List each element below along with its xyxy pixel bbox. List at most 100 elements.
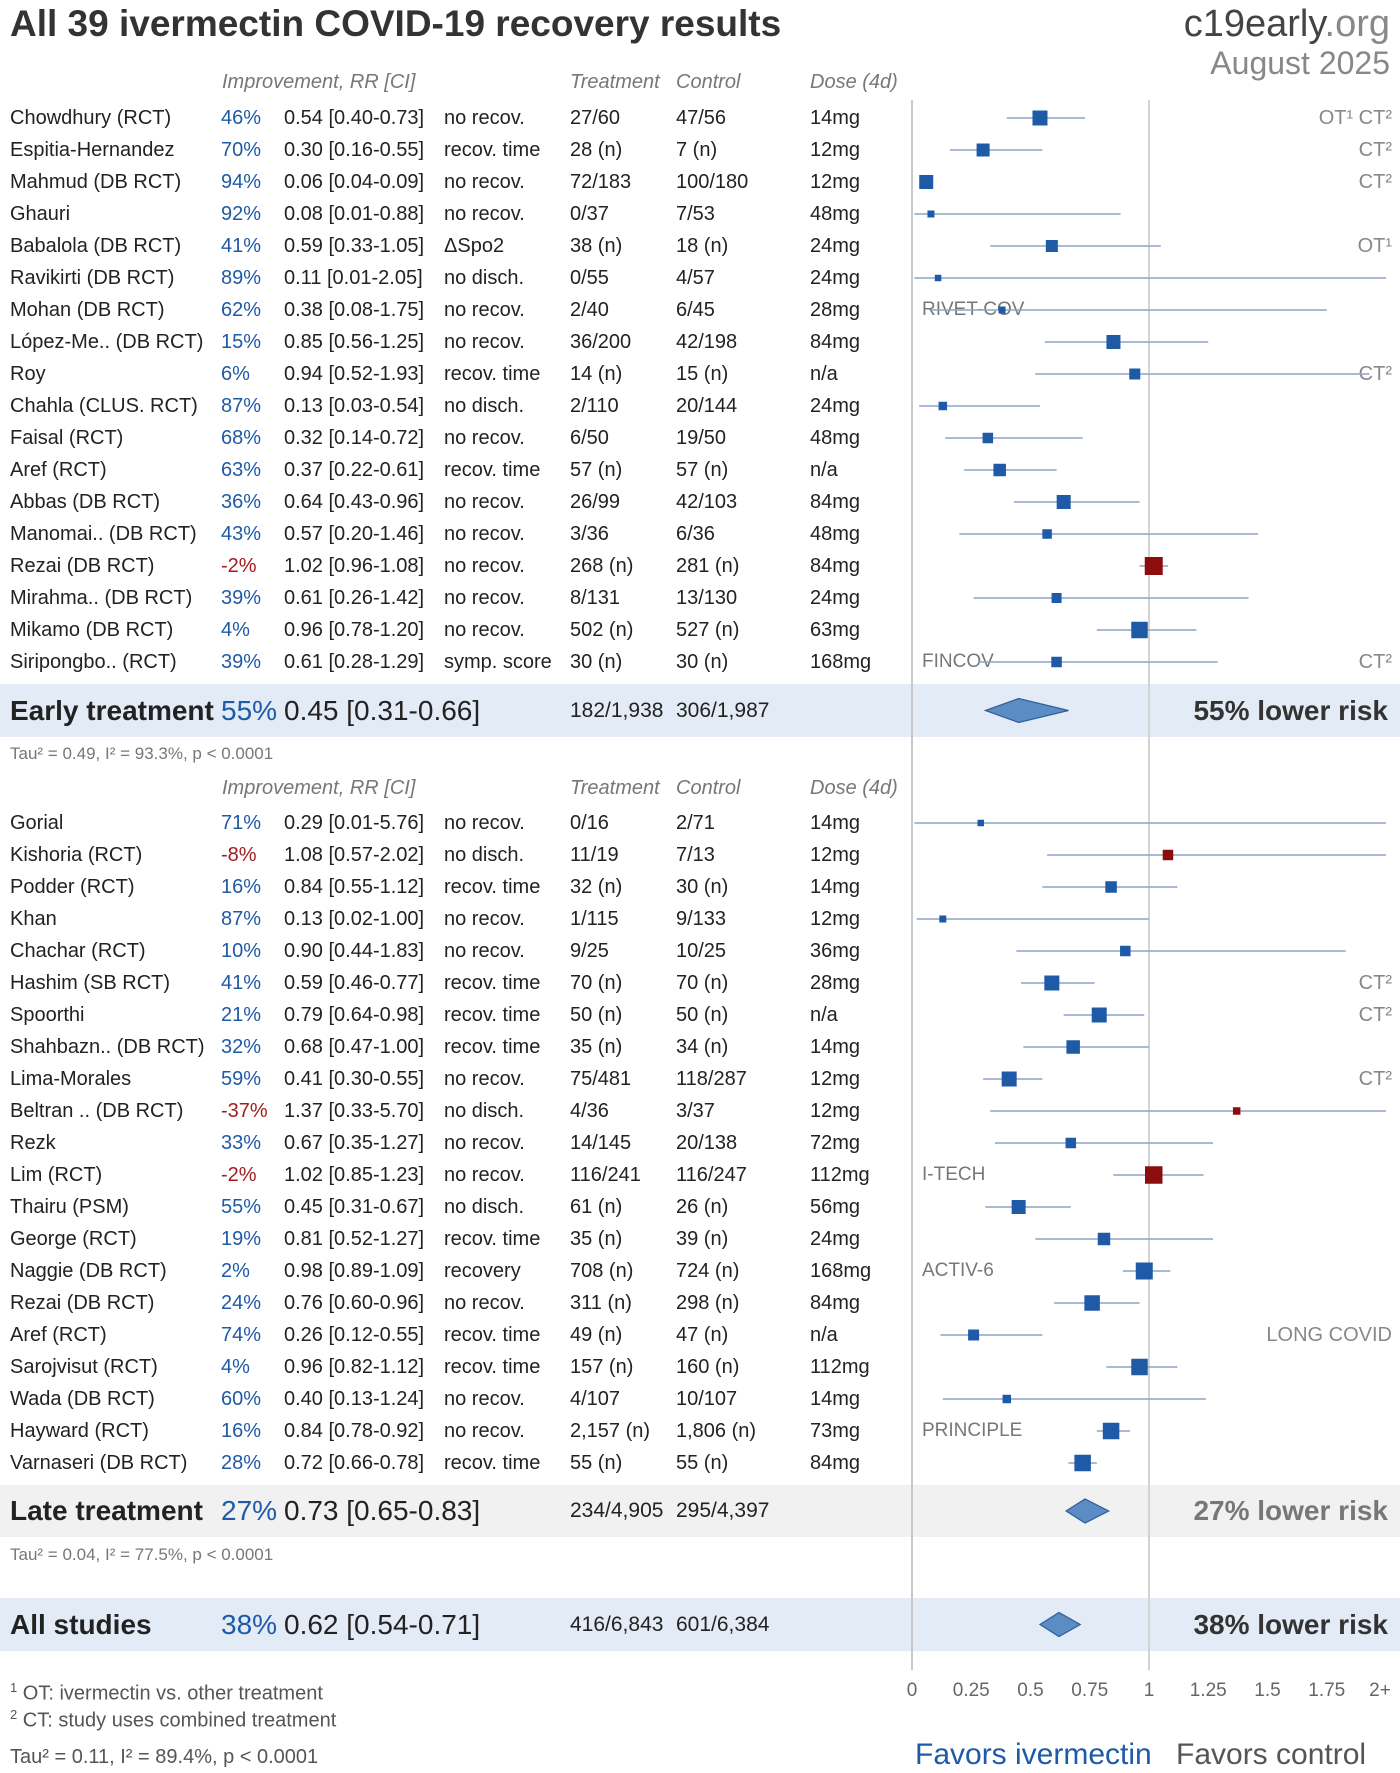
- effect-square: [968, 1329, 980, 1341]
- study-control-count: 6/36: [676, 523, 715, 545]
- study-control-count: 47/56: [676, 107, 727, 129]
- late-summary-treatment-count: 234/4,905: [570, 1499, 664, 1522]
- study-dose: 84mg: [810, 555, 861, 577]
- x-tick-label: 0: [906, 1680, 918, 1701]
- study-name: George (RCT): [10, 1228, 137, 1250]
- effect-square: [934, 274, 942, 282]
- study-measure: recov. time: [444, 1356, 541, 1378]
- study-control-count: 13/130: [676, 587, 738, 609]
- study-improvement: 92%: [221, 203, 262, 225]
- study-improvement: 16%: [221, 1420, 262, 1442]
- study-name: Chowdhury (RCT): [10, 107, 172, 129]
- effect-square: [998, 306, 1006, 314]
- late-summary-name: Late treatment: [10, 1495, 203, 1526]
- study-measure: no recov.: [444, 1292, 525, 1314]
- study-improvement: 63%: [221, 459, 262, 481]
- late-summary-control-count: 295/4,397: [676, 1499, 770, 1522]
- study-dose: 48mg: [810, 523, 861, 545]
- study-control-count: 39 (n): [676, 1228, 729, 1250]
- study-treatment-count: 0/55: [570, 267, 609, 289]
- study-rr-ci: 0.41 [0.30-0.55]: [284, 1068, 425, 1090]
- trial-label: FINCOV: [922, 651, 994, 672]
- study-improvement: 10%: [221, 940, 262, 962]
- study-improvement: -37%: [221, 1100, 268, 1122]
- study-measure: symp. score: [444, 651, 552, 673]
- study-rr-ci: 0.85 [0.56-1.25]: [284, 331, 425, 353]
- study-control-count: 55 (n): [676, 1452, 729, 1474]
- study-control-count: 7/13: [676, 844, 715, 866]
- study-control-count: 10/25: [676, 940, 727, 962]
- effect-square: [1032, 110, 1048, 126]
- study-name: Aref (RCT): [10, 459, 107, 481]
- effect-square: [1131, 1358, 1148, 1376]
- study-improvement: 43%: [221, 523, 262, 545]
- late-summary-rr-ci: 0.73 [0.65-0.83]: [284, 1495, 481, 1526]
- effect-square: [1144, 557, 1163, 575]
- study-improvement: 87%: [221, 908, 262, 930]
- early-summary-rr-ci: 0.45 [0.31-0.66]: [284, 694, 481, 726]
- study-rr-ci: 0.45 [0.31-0.67]: [284, 1196, 425, 1218]
- study-note: CT²: [1358, 972, 1392, 994]
- x-tick-label: 2+: [1369, 1680, 1391, 1701]
- study-measure: recov. time: [444, 1036, 541, 1058]
- study-rr-ci: 0.38 [0.08-1.75]: [284, 299, 425, 321]
- study-treatment-count: 116/241: [570, 1164, 641, 1186]
- study-name: Faisal (RCT): [10, 427, 124, 449]
- study-name: Lim (RCT): [10, 1164, 103, 1186]
- study-name: Podder (RCT): [10, 876, 135, 898]
- study-control-count: 100/180: [676, 171, 749, 193]
- study-control-count: 50 (n): [676, 1004, 729, 1026]
- study-improvement: 39%: [221, 587, 262, 609]
- overall-summary-control-count: 601/6,384: [676, 1612, 770, 1636]
- x-tick-label: 1.75: [1308, 1680, 1346, 1701]
- late-summary-improvement: 27%: [221, 1495, 278, 1526]
- effect-square: [976, 143, 990, 157]
- effect-square: [1084, 1295, 1100, 1311]
- study-measure: no recov.: [444, 107, 525, 129]
- overall-summary-improvement: 38%: [221, 1608, 278, 1640]
- study-rr-ci: 0.29 [0.01-5.76]: [284, 812, 425, 834]
- effect-square: [1042, 529, 1052, 539]
- study-rr-ci: 0.59 [0.46-0.77]: [284, 972, 425, 994]
- study-control-count: 42/103: [676, 491, 738, 513]
- study-improvement: 74%: [221, 1324, 262, 1346]
- study-treatment-count: 36/200: [570, 331, 632, 353]
- study-improvement: 41%: [221, 972, 262, 994]
- overall-summary-name: All studies: [10, 1608, 152, 1640]
- study-rr-ci: 0.81 [0.52-1.27]: [284, 1228, 425, 1250]
- study-name: Varnaseri (DB RCT): [10, 1452, 188, 1474]
- study-name: Aref (RCT): [10, 1324, 107, 1346]
- study-measure: recov. time: [444, 363, 541, 385]
- study-rr-ci: 0.59 [0.33-1.05]: [284, 235, 425, 257]
- study-name: Espitia-Hernandez: [10, 139, 175, 161]
- study-dose: 12mg: [810, 908, 861, 930]
- study-treatment-count: 26/99: [570, 491, 621, 513]
- footnote-ot: 1 OT: ivermectin vs. other treatment: [10, 1680, 323, 1705]
- study-rr-ci: 0.96 [0.82-1.12]: [284, 1356, 425, 1378]
- study-improvement: 32%: [221, 1036, 262, 1058]
- column-header-improvement: Improvement, RR [CI]: [222, 71, 416, 93]
- late-summary-risk: 27% lower risk: [1193, 1495, 1388, 1526]
- study-treatment-count: 8/131: [570, 587, 621, 609]
- x-tick-label: 0.75: [1071, 1680, 1109, 1701]
- study-dose: 168mg: [810, 651, 872, 673]
- column-header-control: Control: [676, 777, 741, 799]
- study-name: Abbas (DB RCT): [10, 491, 161, 513]
- study-dose: 14mg: [810, 812, 861, 834]
- study-treatment-count: 35 (n): [570, 1228, 623, 1250]
- study-dose: 63mg: [810, 619, 861, 641]
- study-rr-ci: 0.08 [0.01-0.88]: [284, 203, 425, 225]
- study-rr-ci: 0.61 [0.26-1.42]: [284, 587, 425, 609]
- effect-square: [1144, 1166, 1163, 1184]
- study-dose: 48mg: [810, 427, 861, 449]
- study-rr-ci: 0.57 [0.20-1.46]: [284, 523, 425, 545]
- study-improvement: 59%: [221, 1068, 262, 1090]
- study-improvement: 62%: [221, 299, 262, 321]
- study-measure: no recov.: [444, 1420, 525, 1442]
- study-control-count: 15 (n): [676, 363, 729, 385]
- early-summary-band: [0, 684, 1400, 737]
- study-control-count: 3/37: [676, 1100, 715, 1122]
- study-improvement: 4%: [221, 1356, 250, 1378]
- effect-square: [982, 432, 994, 444]
- study-dose: 84mg: [810, 491, 861, 513]
